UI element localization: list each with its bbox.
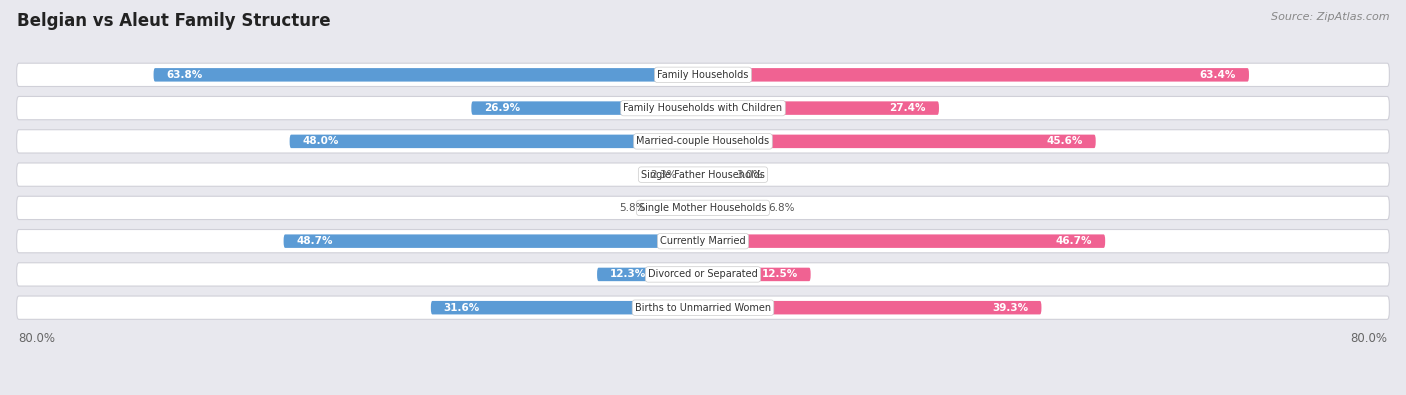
Text: 6.8%: 6.8% <box>769 203 794 213</box>
Text: Single Mother Households: Single Mother Households <box>640 203 766 213</box>
Text: Single Father Households: Single Father Households <box>641 169 765 180</box>
FancyBboxPatch shape <box>703 234 1105 248</box>
Text: 63.8%: 63.8% <box>166 70 202 80</box>
Text: 31.6%: 31.6% <box>444 303 479 313</box>
FancyBboxPatch shape <box>17 263 1389 286</box>
FancyBboxPatch shape <box>17 63 1389 87</box>
FancyBboxPatch shape <box>703 301 1042 314</box>
FancyBboxPatch shape <box>17 296 1389 319</box>
FancyBboxPatch shape <box>683 168 703 181</box>
FancyBboxPatch shape <box>703 201 762 214</box>
FancyBboxPatch shape <box>703 102 939 115</box>
FancyBboxPatch shape <box>703 168 728 181</box>
Text: 12.5%: 12.5% <box>762 269 797 279</box>
FancyBboxPatch shape <box>17 163 1389 186</box>
FancyBboxPatch shape <box>290 135 703 148</box>
Text: Married-couple Households: Married-couple Households <box>637 136 769 147</box>
Text: 2.3%: 2.3% <box>650 169 676 180</box>
Text: 45.6%: 45.6% <box>1046 136 1083 147</box>
Text: Family Households with Children: Family Households with Children <box>623 103 783 113</box>
FancyBboxPatch shape <box>17 229 1389 253</box>
Text: Divorced or Separated: Divorced or Separated <box>648 269 758 279</box>
Text: 26.9%: 26.9% <box>484 103 520 113</box>
FancyBboxPatch shape <box>17 130 1389 153</box>
FancyBboxPatch shape <box>598 268 703 281</box>
FancyBboxPatch shape <box>17 96 1389 120</box>
FancyBboxPatch shape <box>703 68 1249 82</box>
Text: 48.7%: 48.7% <box>297 236 333 246</box>
FancyBboxPatch shape <box>430 301 703 314</box>
Text: Family Households: Family Households <box>658 70 748 80</box>
Text: 27.4%: 27.4% <box>890 103 927 113</box>
Text: 80.0%: 80.0% <box>18 332 55 345</box>
FancyBboxPatch shape <box>471 102 703 115</box>
Text: 12.3%: 12.3% <box>610 269 647 279</box>
FancyBboxPatch shape <box>652 201 703 214</box>
Text: 39.3%: 39.3% <box>993 303 1029 313</box>
FancyBboxPatch shape <box>703 268 811 281</box>
Text: Belgian vs Aleut Family Structure: Belgian vs Aleut Family Structure <box>17 12 330 30</box>
Text: Currently Married: Currently Married <box>661 236 745 246</box>
FancyBboxPatch shape <box>17 196 1389 220</box>
Text: 5.8%: 5.8% <box>620 203 647 213</box>
Text: 48.0%: 48.0% <box>302 136 339 147</box>
FancyBboxPatch shape <box>153 68 703 82</box>
FancyBboxPatch shape <box>284 234 703 248</box>
FancyBboxPatch shape <box>703 135 1095 148</box>
Text: 3.0%: 3.0% <box>735 169 762 180</box>
Text: 46.7%: 46.7% <box>1056 236 1092 246</box>
Text: 63.4%: 63.4% <box>1199 70 1236 80</box>
Text: Births to Unmarried Women: Births to Unmarried Women <box>636 303 770 313</box>
Text: Source: ZipAtlas.com: Source: ZipAtlas.com <box>1271 12 1389 22</box>
Text: 80.0%: 80.0% <box>1351 332 1388 345</box>
